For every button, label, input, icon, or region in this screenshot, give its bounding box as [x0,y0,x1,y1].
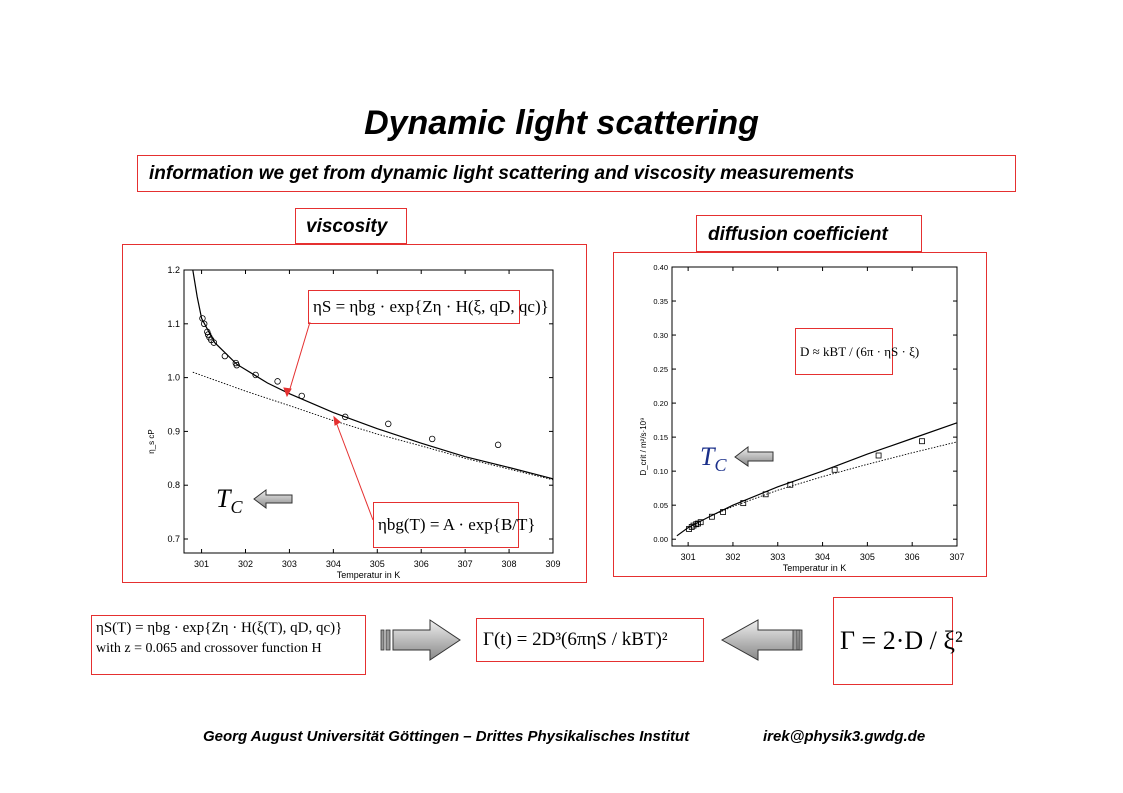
y-tick-label: 0.40 [653,263,668,272]
footer-email: irek@physik3.gwdg.de [763,728,926,745]
data-point [831,466,838,473]
diffusion-formula: D ≈ kBT / (6π · ηS · ξ) [795,328,919,375]
x-axis-label: Temperatur in K [337,570,401,580]
y-tick-label: 1.0 [167,373,180,383]
y-axis-label: η_s cP [147,429,156,453]
plot-area [671,266,958,547]
y-tick-label: 0.8 [167,480,180,490]
x-tick-label: 303 [770,552,785,562]
y-axis-label: D_crit / m²/s·10⁹ [639,417,648,475]
data-point [201,320,208,328]
eta-s-t-formula: ηS(T) = ηbg · exp{Zη · H(ξ(T), qD, qc)} [96,620,343,636]
viscosity-label-box: viscosity [295,208,407,244]
gamma-t-formula: Γ(t) = 2D³(6πηS / kBT)² [476,618,704,662]
eta-bg-formula: ηbg(T) = A · exp{B/T} [373,502,536,548]
data-point [428,435,436,443]
x-tick-label: 302 [725,552,740,562]
x-axis-label: Temperatur in K [783,563,847,573]
x-tick-label: 302 [238,559,253,569]
x-tick-label: 305 [370,559,385,569]
viscosity-label: viscosity [306,216,388,237]
series-line-dotted [192,371,554,481]
eta-s-t-box: ηS(T) = ηbg · exp{Zη · H(ξ(T), qD, qc)} … [91,615,366,675]
x-tick-label: 301 [194,559,209,569]
y-tick-label: 0.05 [653,501,668,510]
x-tick-label: 301 [681,552,696,562]
tc-arrow-right-icon [734,445,774,467]
footer-institution: Georg August Universität Göttingen – Dri… [203,728,690,745]
x-tick-label: 305 [860,552,875,562]
x-tick-label: 304 [326,559,341,569]
y-tick-label: 0.7 [167,534,180,544]
series-line-dotted [710,441,958,517]
x-tick-label: 304 [815,552,830,562]
y-tick-label: 1.1 [167,319,180,329]
tc-arrow-left-icon [253,489,293,509]
y-tick-label: 0.10 [653,467,668,476]
x-tick-label: 307 [458,559,473,569]
y-tick-label: 0.30 [653,331,668,340]
x-tick-label: 307 [949,552,964,562]
y-tick-label: 0.9 [167,426,180,436]
gamma-formula: Γ = 2·D / ξ² [833,597,963,685]
y-tick-label: 0.00 [653,535,668,544]
arrow-left-icon [720,619,803,661]
diffusion-label-box: diffusion coefficient [696,215,922,252]
data-point [342,413,349,421]
subtitle-box: information we get from dynamic light sc… [137,155,1016,192]
x-tick-label: 306 [414,559,429,569]
y-tick-label: 0.25 [653,365,668,374]
x-tick-label: 306 [905,552,920,562]
slide-title: Dynamic light scattering [364,104,759,142]
pointer-arrows [283,321,374,521]
data-point [875,452,882,459]
plot-area [183,269,554,554]
y-tick-label: 0.15 [653,433,668,442]
y-tick-label: 0.35 [653,297,668,306]
series-line-solid [192,269,554,480]
x-tick-label: 303 [282,559,297,569]
tc-label-right: TC [700,442,727,476]
diffusion-label: diffusion coefficient [708,224,888,245]
series-line-solid [676,422,958,537]
arrow-right-icon [380,619,461,661]
x-tick-label: 308 [502,559,517,569]
with-note: with z = 0.065 and crossover function H [96,641,322,656]
data-point [919,438,925,445]
y-tick-label: 1.2 [167,265,180,275]
eta-s-formula: ηS = ηbg · exp{Zη · H(ξ, qD, qc)} [308,290,549,324]
data-point [385,420,392,428]
y-tick-label: 0.20 [653,399,668,408]
x-tick-label: 309 [545,559,560,569]
tc-label-left: TC [216,484,243,518]
data-point [252,371,259,379]
subtitle: information we get from dynamic light sc… [149,163,855,184]
data-point [274,378,281,385]
data-point [494,441,502,449]
diffusion-chart-frame [613,252,987,577]
